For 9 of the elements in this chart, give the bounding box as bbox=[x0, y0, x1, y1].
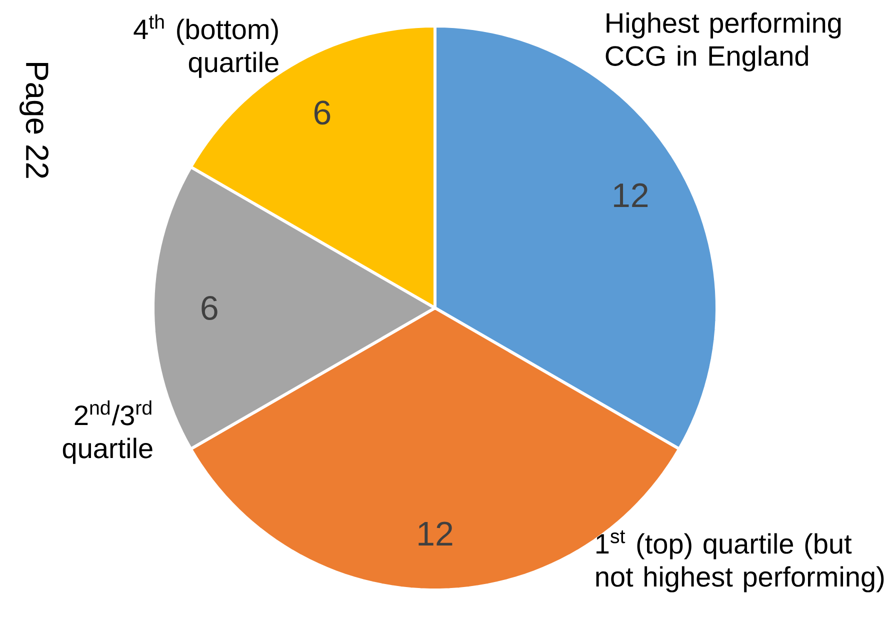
slice-label: 1$^{st}$ (top) quartile (but not highest performing) bbox=[596, 530, 884, 592]
slice-label: 4$^{th}$ (bottom) quartile bbox=[134, 14, 278, 78]
text: Page 22 bbox=[20, 63, 48, 178]
data-label: 12 bbox=[418, 522, 452, 546]
data-label: 12 bbox=[614, 183, 648, 208]
slice-label: 2$^{nd}$/3$^{rd}$ quartile bbox=[62, 400, 152, 464]
data-label: 6 bbox=[202, 296, 218, 320]
slice-label: Highest performing CCG in England bbox=[606, 12, 841, 72]
data-label: 6 bbox=[314, 100, 330, 125]
